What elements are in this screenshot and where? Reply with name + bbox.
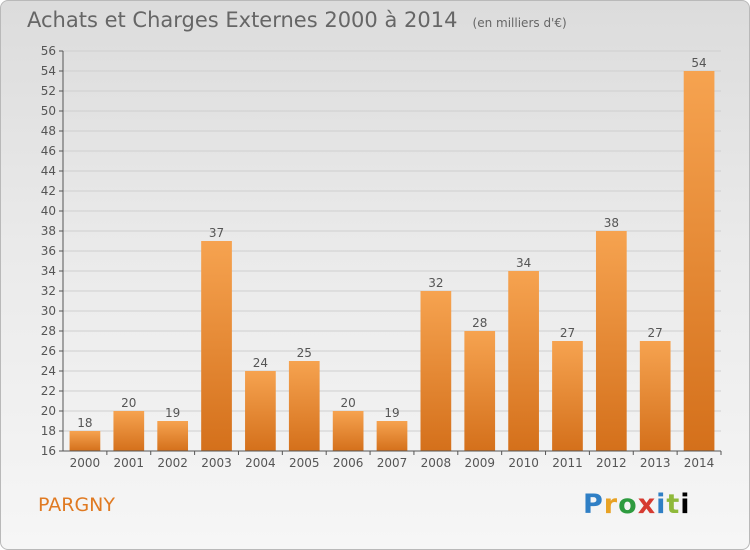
x-tick-label: 2000 bbox=[70, 456, 101, 470]
data-label: 19 bbox=[384, 406, 399, 420]
bar bbox=[201, 241, 232, 451]
x-tick-label: 2010 bbox=[508, 456, 539, 470]
y-tick-label: 50 bbox=[41, 104, 56, 118]
chart-title-main: Achats et Charges Externes 2000 à 2014 bbox=[27, 8, 458, 32]
bar bbox=[464, 331, 496, 451]
bar bbox=[508, 271, 539, 451]
axes: 16 18 20 22 24 26 28 30 32 34 36 38 40 42 44 46 48 50 52 54… bbox=[41, 44, 722, 470]
x-tick-label: 2003 bbox=[201, 456, 232, 470]
logo-letter: t bbox=[666, 489, 681, 520]
y-tick-label: 42 bbox=[41, 184, 56, 198]
x-tick-label: 2008 bbox=[421, 456, 452, 470]
proxiti-logo: Proxiti bbox=[583, 489, 691, 520]
bar bbox=[420, 291, 452, 451]
data-label: 28 bbox=[472, 316, 487, 330]
logo-letter: r bbox=[603, 489, 619, 520]
y-tick-label: 46 bbox=[41, 144, 56, 158]
bar bbox=[245, 371, 276, 451]
y-tick-label: 40 bbox=[41, 204, 56, 218]
logo-letter: x bbox=[637, 489, 657, 520]
y-tick-label: 18 bbox=[41, 424, 56, 438]
logo-letter: i bbox=[656, 489, 667, 520]
bar bbox=[288, 361, 320, 451]
y-tick-label: 54 bbox=[41, 64, 56, 78]
y-tick-label: 26 bbox=[41, 344, 56, 358]
bar bbox=[376, 421, 408, 451]
data-label: 20 bbox=[340, 396, 355, 410]
x-tick-label: 2002 bbox=[157, 456, 188, 470]
y-tick-label: 20 bbox=[41, 404, 56, 418]
x-tick-label: 2009 bbox=[464, 456, 495, 470]
x-tick-label: 2006 bbox=[333, 456, 364, 470]
town-name: PARGNY bbox=[38, 494, 115, 516]
y-tick-label: 36 bbox=[41, 244, 56, 258]
y-tick-label: 52 bbox=[41, 84, 56, 98]
data-label: 24 bbox=[253, 356, 268, 370]
data-label: 20 bbox=[121, 396, 136, 410]
bar bbox=[639, 341, 671, 451]
chart-title-unit: (en milliers d'€) bbox=[472, 16, 567, 30]
data-label: 27 bbox=[560, 326, 575, 340]
x-tick-label: 2001 bbox=[114, 456, 145, 470]
logo-letter: o bbox=[618, 489, 638, 520]
data-labels: 18 20 19 37 24 25 20 19 32 28 34 27 38 27 54 bbox=[77, 56, 706, 430]
y-tick-label: 48 bbox=[41, 124, 56, 138]
logo-letter: P bbox=[583, 489, 604, 520]
bar bbox=[332, 411, 364, 451]
y-tick-label: 16 bbox=[41, 444, 56, 458]
data-label: 25 bbox=[297, 346, 312, 360]
bars bbox=[69, 71, 715, 451]
data-label: 38 bbox=[604, 216, 619, 230]
data-label: 37 bbox=[209, 226, 224, 240]
x-tick-label: 2013 bbox=[640, 456, 671, 470]
bar bbox=[683, 71, 715, 451]
x-tick-label: 2005 bbox=[289, 456, 320, 470]
bar bbox=[113, 411, 145, 451]
y-tick-label: 38 bbox=[41, 224, 56, 238]
y-tick-label: 28 bbox=[41, 324, 56, 338]
bar bbox=[157, 421, 189, 451]
x-tick-label: 2012 bbox=[596, 456, 627, 470]
y-tick-label: 30 bbox=[41, 304, 56, 318]
logo-letter: i bbox=[680, 489, 691, 520]
y-tick-label: 32 bbox=[41, 284, 56, 298]
bar bbox=[552, 341, 583, 451]
data-label: 34 bbox=[516, 256, 531, 270]
chart-title: Achats et Charges Externes 2000 à 2014 (… bbox=[27, 8, 567, 32]
data-label: 18 bbox=[77, 416, 92, 430]
data-label: 54 bbox=[691, 56, 706, 70]
bar bbox=[69, 431, 101, 451]
x-tick-label: 2014 bbox=[684, 456, 715, 470]
y-tick-label: 24 bbox=[41, 364, 56, 378]
x-tick-label: 2007 bbox=[377, 456, 408, 470]
y-tick-label: 22 bbox=[41, 384, 56, 398]
x-tick-label: 2004 bbox=[245, 456, 276, 470]
data-label: 27 bbox=[648, 326, 663, 340]
bar bbox=[595, 231, 627, 451]
x-tick-label: 2011 bbox=[552, 456, 583, 470]
y-tick-label: 56 bbox=[41, 44, 56, 58]
data-label: 19 bbox=[165, 406, 180, 420]
y-tick-label: 44 bbox=[41, 164, 56, 178]
data-label: 32 bbox=[428, 276, 443, 290]
y-tick-label: 34 bbox=[41, 264, 56, 278]
